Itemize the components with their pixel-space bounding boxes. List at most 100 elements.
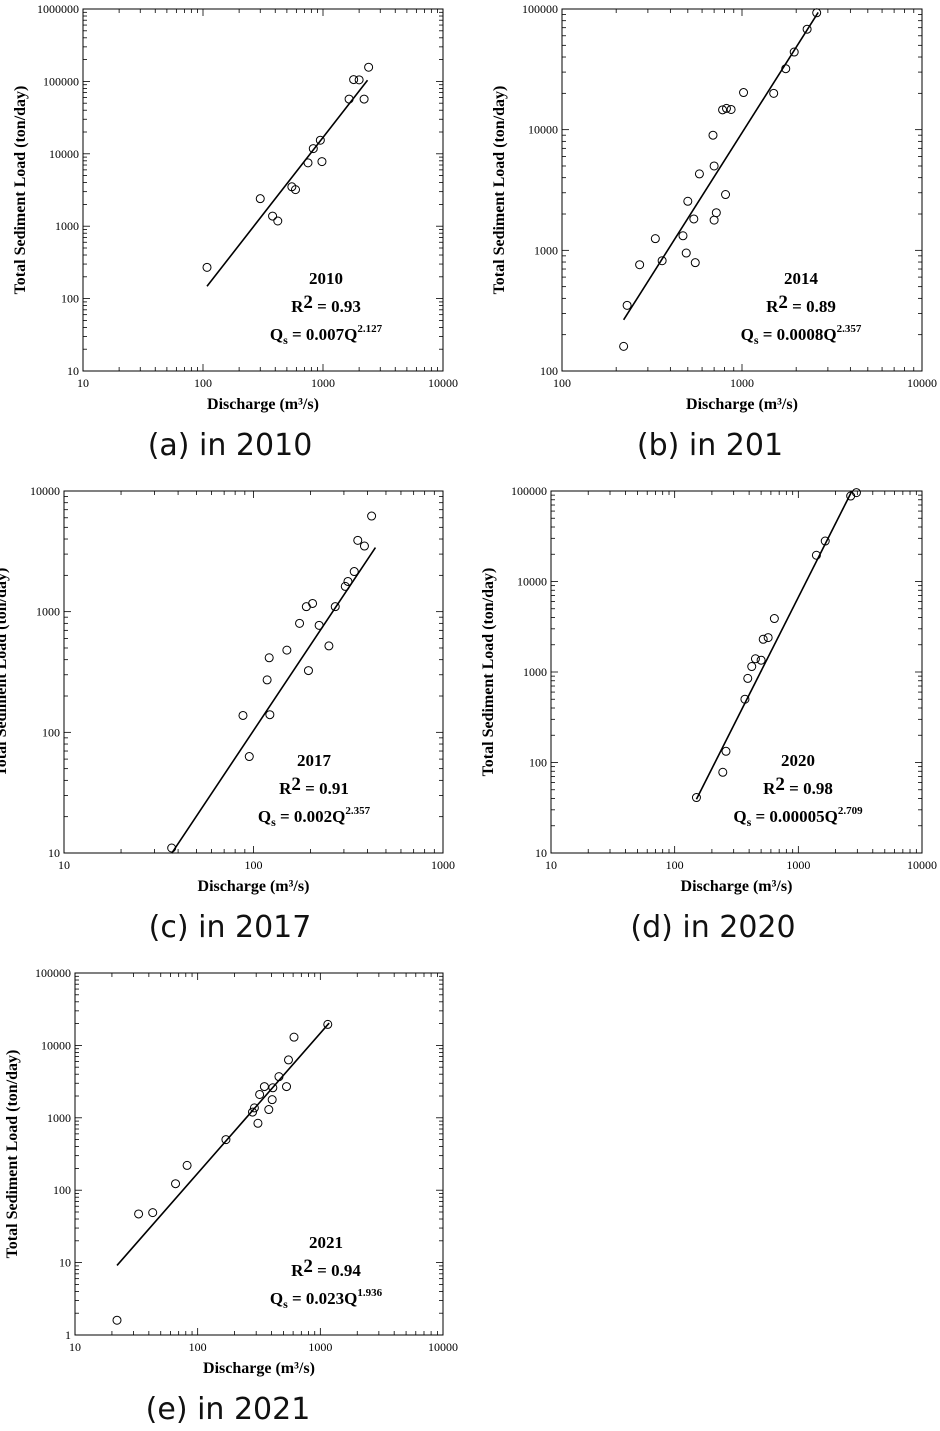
data-point xyxy=(619,341,629,351)
y-tick-label: 100 xyxy=(42,725,60,739)
x-tick-label: 10 xyxy=(77,376,89,390)
data-point xyxy=(289,1032,299,1042)
data-point xyxy=(812,8,822,18)
y-tick-label: 100000 xyxy=(511,484,547,498)
y-axis-title: Total Sediment Load (ton/day) xyxy=(0,568,10,777)
data-point xyxy=(820,536,830,546)
data-point xyxy=(221,1135,231,1145)
data-point xyxy=(359,541,369,551)
data-point xyxy=(721,103,731,113)
data-point xyxy=(689,214,699,224)
y-tick-label: 10000 xyxy=(517,575,547,589)
y-tick-label: 10000 xyxy=(528,123,558,137)
data-point xyxy=(340,581,350,591)
data-point xyxy=(324,641,334,651)
data-point xyxy=(750,654,760,664)
annotation-year: 2010 xyxy=(309,269,343,288)
x-tick-label: 10000 xyxy=(907,858,937,872)
regression-line xyxy=(116,1022,330,1266)
plot-area xyxy=(74,972,444,1336)
data-point xyxy=(267,1095,277,1105)
annotation-year: 2021 xyxy=(309,1233,343,1252)
y-tick-label: 10 xyxy=(59,1256,71,1270)
caption-d: (d) in 2020 xyxy=(630,910,796,945)
annotation-year: 2017 xyxy=(297,751,332,770)
y-tick-label: 100000 xyxy=(43,74,79,88)
x-tick-label: 10 xyxy=(69,1340,81,1354)
data-point xyxy=(353,535,363,545)
annotation-r2: R2 = 0.89 xyxy=(766,292,836,316)
data-point xyxy=(743,673,753,683)
data-point xyxy=(268,1083,278,1093)
data-point xyxy=(314,620,324,630)
data-point xyxy=(781,64,791,74)
data-point xyxy=(171,1179,181,1189)
y-tick-label: 10000 xyxy=(30,484,60,498)
data-point xyxy=(802,24,812,34)
plot-area xyxy=(561,8,923,372)
x-axis-title: Discharge (m³/s) xyxy=(198,878,310,895)
chart-2010: 10 100 1000 10000 10 100 1000 10000 100000 100000… xyxy=(12,2,458,413)
x-tick-label: 10 xyxy=(58,858,70,872)
annotation-year: 2020 xyxy=(781,751,815,770)
chart-2017: 10 100 1000 10 100 1000 10000 Discharge (m³/s) T… xyxy=(0,484,455,895)
x-axis-title: Discharge (m³/s) xyxy=(681,878,793,895)
data-point xyxy=(308,144,318,154)
annotation-r2: R2 = 0.91 xyxy=(279,774,349,798)
data-point xyxy=(253,1118,263,1128)
data-point xyxy=(718,105,728,115)
data-point xyxy=(255,1089,265,1099)
data-point xyxy=(330,602,340,612)
regression-line xyxy=(171,547,377,854)
annotation-equation: Qs = 0.007Q2.127 xyxy=(270,323,383,347)
y-tick-label: 100000 xyxy=(35,966,71,980)
x-tick-label: 100 xyxy=(189,1340,207,1354)
data-point xyxy=(291,185,301,195)
x-tick-label: 100 xyxy=(666,858,684,872)
y-tick-label: 10 xyxy=(48,846,60,860)
data-point xyxy=(622,300,632,310)
data-point xyxy=(244,752,254,762)
y-tick-label: 1000 xyxy=(47,1111,71,1125)
y-tick-label: 10 xyxy=(535,846,547,860)
data-point xyxy=(691,793,701,803)
data-point xyxy=(726,104,736,114)
x-axis-title: Discharge (m³/s) xyxy=(207,396,319,413)
x-tick-label: 100 xyxy=(553,376,571,390)
panel-b: 100 1000 10000 100 1000 10000 100000 Discharge … xyxy=(470,0,940,470)
data-point xyxy=(709,161,719,171)
regression-line xyxy=(695,491,853,800)
panel-d: 10 100 1000 10000 10 100 1000 10000 100000 Discha… xyxy=(470,482,940,952)
data-point xyxy=(758,634,768,644)
caption-b: (b) in 201 xyxy=(636,428,784,463)
regression-line xyxy=(206,79,369,287)
data-point xyxy=(303,158,313,168)
data-point xyxy=(694,169,704,179)
annotation-r2: R2 = 0.98 xyxy=(763,774,833,798)
data-point xyxy=(367,511,377,521)
y-tick-label: 10000 xyxy=(41,1038,71,1052)
data-point xyxy=(769,614,779,624)
data-point xyxy=(308,598,318,608)
annotation-equation: Qs = 0.00005Q2.709 xyxy=(733,805,863,829)
y-axis-title: Total Sediment Load (ton/day) xyxy=(4,1050,21,1259)
data-point xyxy=(708,130,718,140)
plot-area xyxy=(550,490,923,854)
data-point xyxy=(282,1082,292,1092)
chart-2020: 10 100 1000 10000 10 100 1000 10000 100000 Discha… xyxy=(480,484,937,895)
y-tick-label: 1000 xyxy=(55,219,79,233)
data-point xyxy=(650,234,660,244)
data-point xyxy=(739,88,749,98)
y-axis-title: Total Sediment Load (ton/day) xyxy=(480,568,497,777)
data-point xyxy=(274,1072,284,1082)
data-point xyxy=(811,550,821,560)
data-point xyxy=(740,694,750,704)
data-point xyxy=(295,618,305,628)
y-tick-label: 100 xyxy=(53,1183,71,1197)
x-tick-label: 1000 xyxy=(308,1340,332,1354)
data-point xyxy=(248,1107,258,1117)
y-tick-label: 10000 xyxy=(49,147,79,161)
annotation-equation: Qs = 0.002Q2.357 xyxy=(258,805,371,829)
data-point xyxy=(268,211,278,221)
y-tick-label: 100 xyxy=(529,756,547,770)
